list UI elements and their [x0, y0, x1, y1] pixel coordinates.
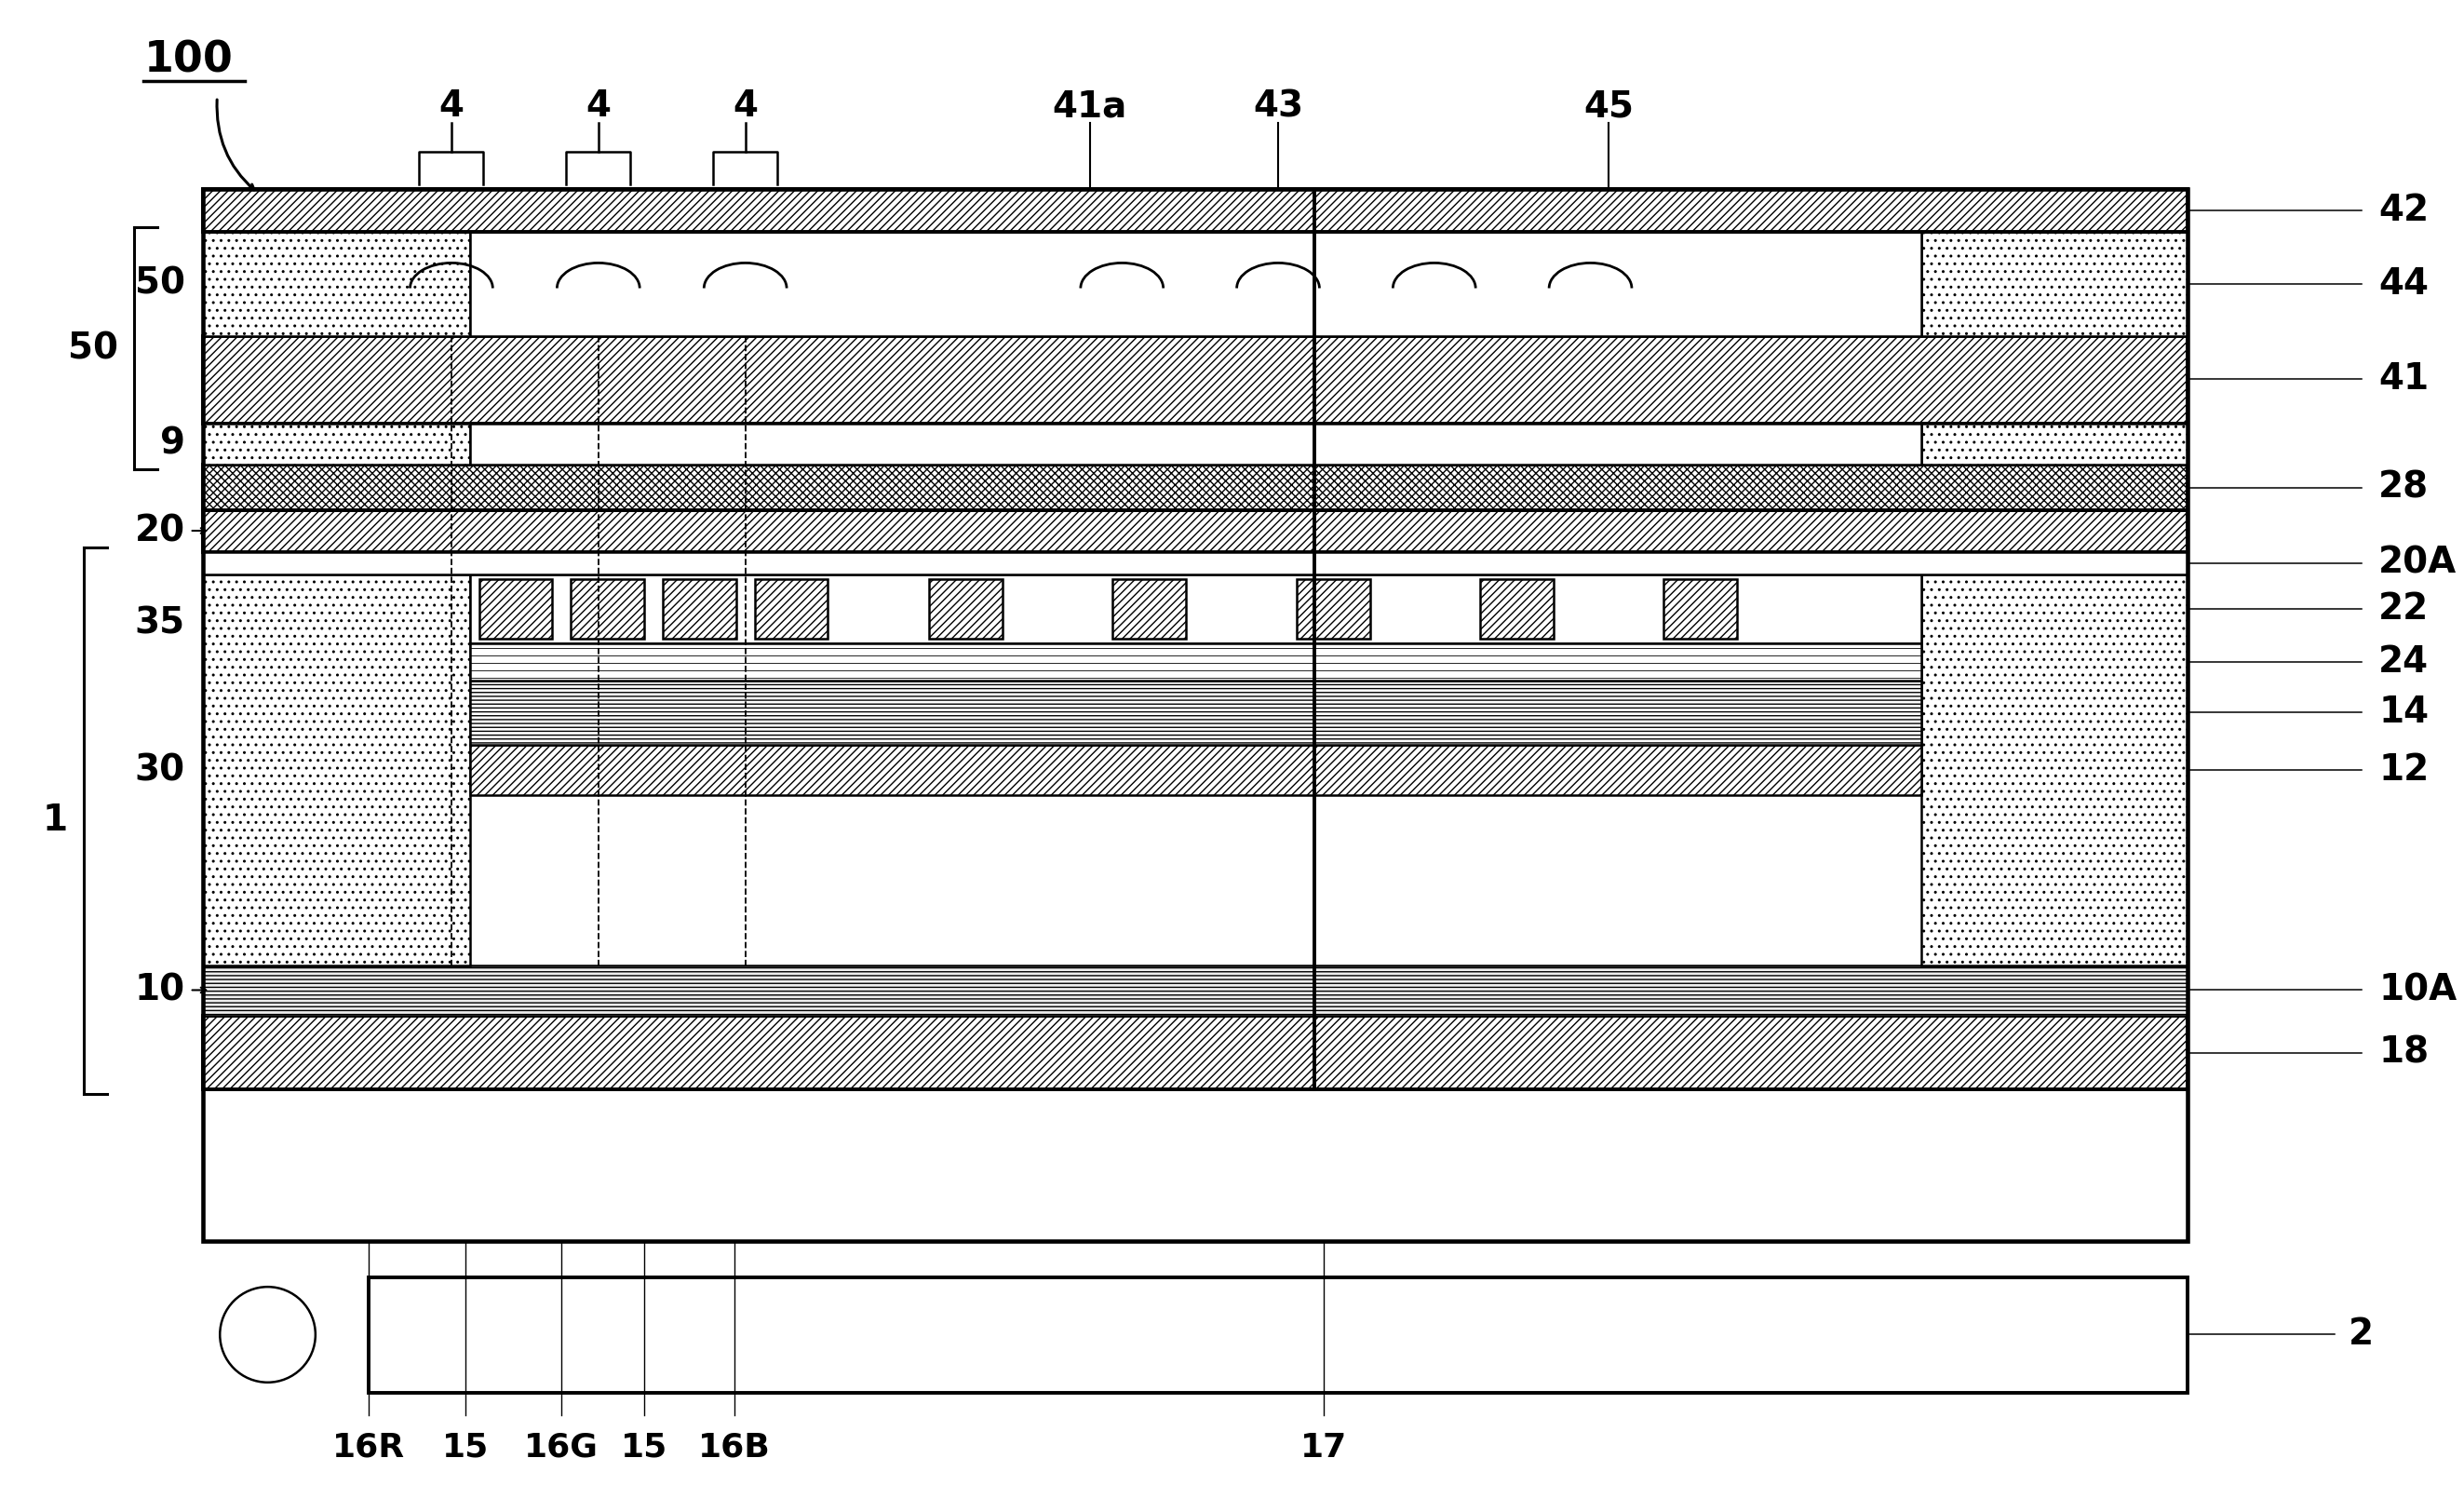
Text: 15: 15	[441, 1432, 488, 1463]
Bar	[471, 745, 1922, 796]
Bar	[205, 189, 2188, 232]
Text: 1: 1	[42, 803, 67, 838]
Text: 12: 12	[2378, 751, 2430, 787]
Bar	[205, 511, 2188, 552]
Text: 20: 20	[136, 512, 185, 548]
Text: 22: 22	[2378, 591, 2430, 627]
Text: 100: 100	[143, 40, 234, 82]
Bar	[1922, 423, 2188, 465]
Text: 28: 28	[2378, 469, 2430, 505]
Bar	[205, 575, 471, 965]
Bar	[478, 579, 552, 639]
Bar	[1663, 579, 1737, 639]
Bar	[205, 189, 2188, 1241]
Text: 17: 17	[1301, 1432, 1348, 1463]
Bar	[1481, 579, 1555, 639]
Text: 45: 45	[1584, 89, 1634, 123]
Text: 42: 42	[2378, 193, 2430, 227]
Bar	[471, 680, 1922, 745]
Bar	[205, 465, 2188, 511]
Bar	[471, 575, 1922, 643]
Text: 10A: 10A	[2378, 973, 2457, 1008]
Bar	[754, 579, 828, 639]
Text: 20A: 20A	[2378, 545, 2457, 581]
Bar	[205, 423, 471, 465]
Bar	[1296, 579, 1370, 639]
Bar	[205, 965, 2188, 1016]
Bar	[471, 423, 1922, 465]
Text: 24: 24	[2378, 644, 2430, 680]
Bar	[205, 336, 2188, 423]
Bar	[929, 579, 1003, 639]
Text: 44: 44	[2378, 266, 2430, 301]
Text: 30: 30	[136, 753, 185, 789]
Bar	[471, 643, 1922, 680]
Text: 15: 15	[621, 1432, 668, 1463]
Text: 10: 10	[136, 973, 185, 1008]
Text: 4: 4	[732, 89, 759, 123]
Text: 4: 4	[586, 89, 611, 123]
Bar	[370, 1277, 2188, 1393]
Text: 4: 4	[439, 89, 463, 123]
Text: 35: 35	[136, 606, 185, 642]
Bar	[1114, 579, 1185, 639]
Bar	[205, 1016, 2188, 1090]
Text: 18: 18	[2378, 1035, 2430, 1071]
Text: 50: 50	[136, 266, 185, 301]
Text: 14: 14	[2378, 695, 2430, 731]
Bar	[471, 232, 1922, 336]
Text: 41: 41	[2378, 361, 2430, 396]
Text: 16R: 16R	[333, 1432, 404, 1463]
Bar	[663, 579, 737, 639]
Bar	[205, 232, 471, 336]
Text: 9: 9	[160, 426, 185, 462]
Bar	[1922, 232, 2188, 336]
Text: 50: 50	[67, 331, 118, 367]
Bar	[572, 579, 643, 639]
Text: 2: 2	[2348, 1317, 2373, 1353]
Text: 16G: 16G	[525, 1432, 599, 1463]
Bar	[1922, 575, 2188, 965]
Text: 43: 43	[1252, 89, 1303, 123]
Text: 16B: 16B	[697, 1432, 771, 1463]
Text: 41a: 41a	[1052, 89, 1126, 123]
Bar	[205, 552, 2188, 575]
